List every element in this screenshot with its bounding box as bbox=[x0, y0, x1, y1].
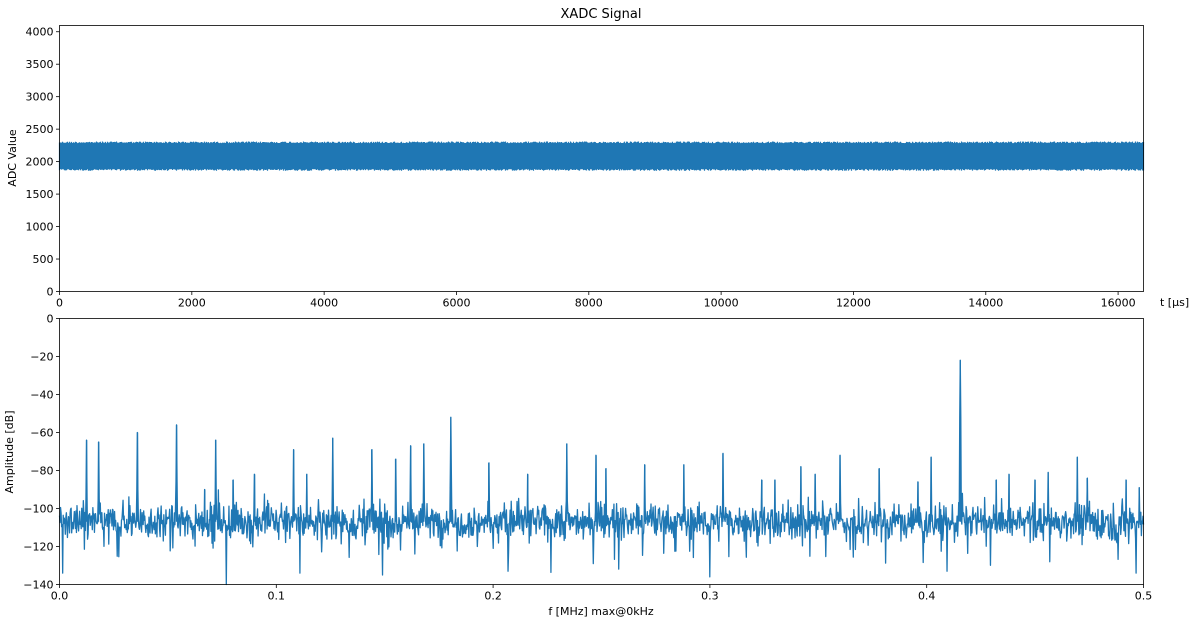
spectrum-y-tick-label: 0 bbox=[47, 313, 54, 326]
signal-x-tick-label: 6000 bbox=[442, 297, 470, 310]
signal-x-ticks: 0 2000 4000 6000 8000 10000 12000 14000 16000 bbox=[56, 291, 1136, 310]
spectrum-x-tick-label: 0.4 bbox=[918, 590, 936, 603]
spectrum-y-axis-label: Amplitude [dB] bbox=[3, 411, 16, 494]
signal-line bbox=[58, 141, 1145, 171]
signal-x-tick-label: 0 bbox=[56, 297, 63, 310]
signal-y-tick-label: 2000 bbox=[26, 156, 54, 169]
signal-y-tick-label: 1000 bbox=[26, 221, 54, 234]
signal-y-tick-label: 4000 bbox=[26, 26, 54, 39]
signal-x-tick-label: 16000 bbox=[1101, 297, 1136, 310]
signal-y-tick-label: 2500 bbox=[26, 123, 54, 136]
signal-series bbox=[58, 141, 1145, 171]
spectrum-line bbox=[58, 359, 1145, 586]
signal-x-axis-label: t [μs] bbox=[1160, 296, 1189, 309]
spectrum-x-ticks: 0.0 0.1 0.2 0.3 0.4 0.5 bbox=[51, 584, 1153, 603]
spectrum-y-tick-label: −40 bbox=[30, 389, 53, 402]
spectrum-series bbox=[58, 359, 1145, 586]
spectrum-y-ticks: 0 −20 −40 −60 −80 −100 −120 −140 bbox=[23, 313, 60, 592]
signal-y-axis-label: ADC Value bbox=[6, 129, 19, 187]
signal-y-tick-label: 3500 bbox=[26, 58, 54, 71]
signal-x-tick-label: 10000 bbox=[704, 297, 739, 310]
spectrum-plot: 0.0 0.1 0.2 0.3 0.4 0.5 0 −20 −40 −60 −80 −100 −120… bbox=[3, 313, 1152, 619]
signal-chart-title: XADC Signal bbox=[561, 7, 642, 22]
signal-y-tick-label: 3000 bbox=[26, 91, 54, 104]
spectrum-y-tick-label: −60 bbox=[30, 427, 53, 440]
spectrum-x-tick-label: 0.2 bbox=[484, 590, 502, 603]
spectrum-axes-frame bbox=[59, 318, 1144, 585]
signal-x-tick-label: 4000 bbox=[310, 297, 338, 310]
spectrum-x-tick-label: 0.0 bbox=[51, 590, 69, 603]
signal-y-tick-label: 0 bbox=[47, 286, 54, 299]
spectrum-x-axis-label: f [MHz] max@0kHz bbox=[548, 605, 654, 618]
spectrum-y-tick-label: −100 bbox=[23, 503, 53, 516]
spectrum-x-tick-label: 0.3 bbox=[701, 590, 719, 603]
spectrum-x-tick-label: 0.5 bbox=[1135, 590, 1153, 603]
signal-y-ticks: 0 500 1000 1500 2000 2500 3000 3500 4000 bbox=[26, 26, 60, 299]
spectrum-y-tick-label: −80 bbox=[30, 465, 53, 478]
spectrum-y-tick-label: −20 bbox=[30, 351, 53, 364]
signal-x-tick-label: 8000 bbox=[575, 297, 603, 310]
signal-y-tick-label: 500 bbox=[33, 253, 54, 266]
spectrum-x-tick-label: 0.1 bbox=[268, 590, 286, 603]
signal-x-tick-label: 2000 bbox=[178, 297, 206, 310]
signal-axes-frame bbox=[59, 25, 1144, 292]
signal-plot: XADC Signal 0 2000 4000 6000 8000 10000 12000 1… bbox=[6, 7, 1189, 310]
signal-y-tick-label: 1500 bbox=[26, 188, 54, 201]
spectrum-y-tick-label: −120 bbox=[23, 541, 53, 554]
signal-x-tick-label: 12000 bbox=[836, 297, 871, 310]
spectrum-y-tick-label: −140 bbox=[23, 579, 53, 592]
signal-x-tick-label: 14000 bbox=[968, 297, 1003, 310]
